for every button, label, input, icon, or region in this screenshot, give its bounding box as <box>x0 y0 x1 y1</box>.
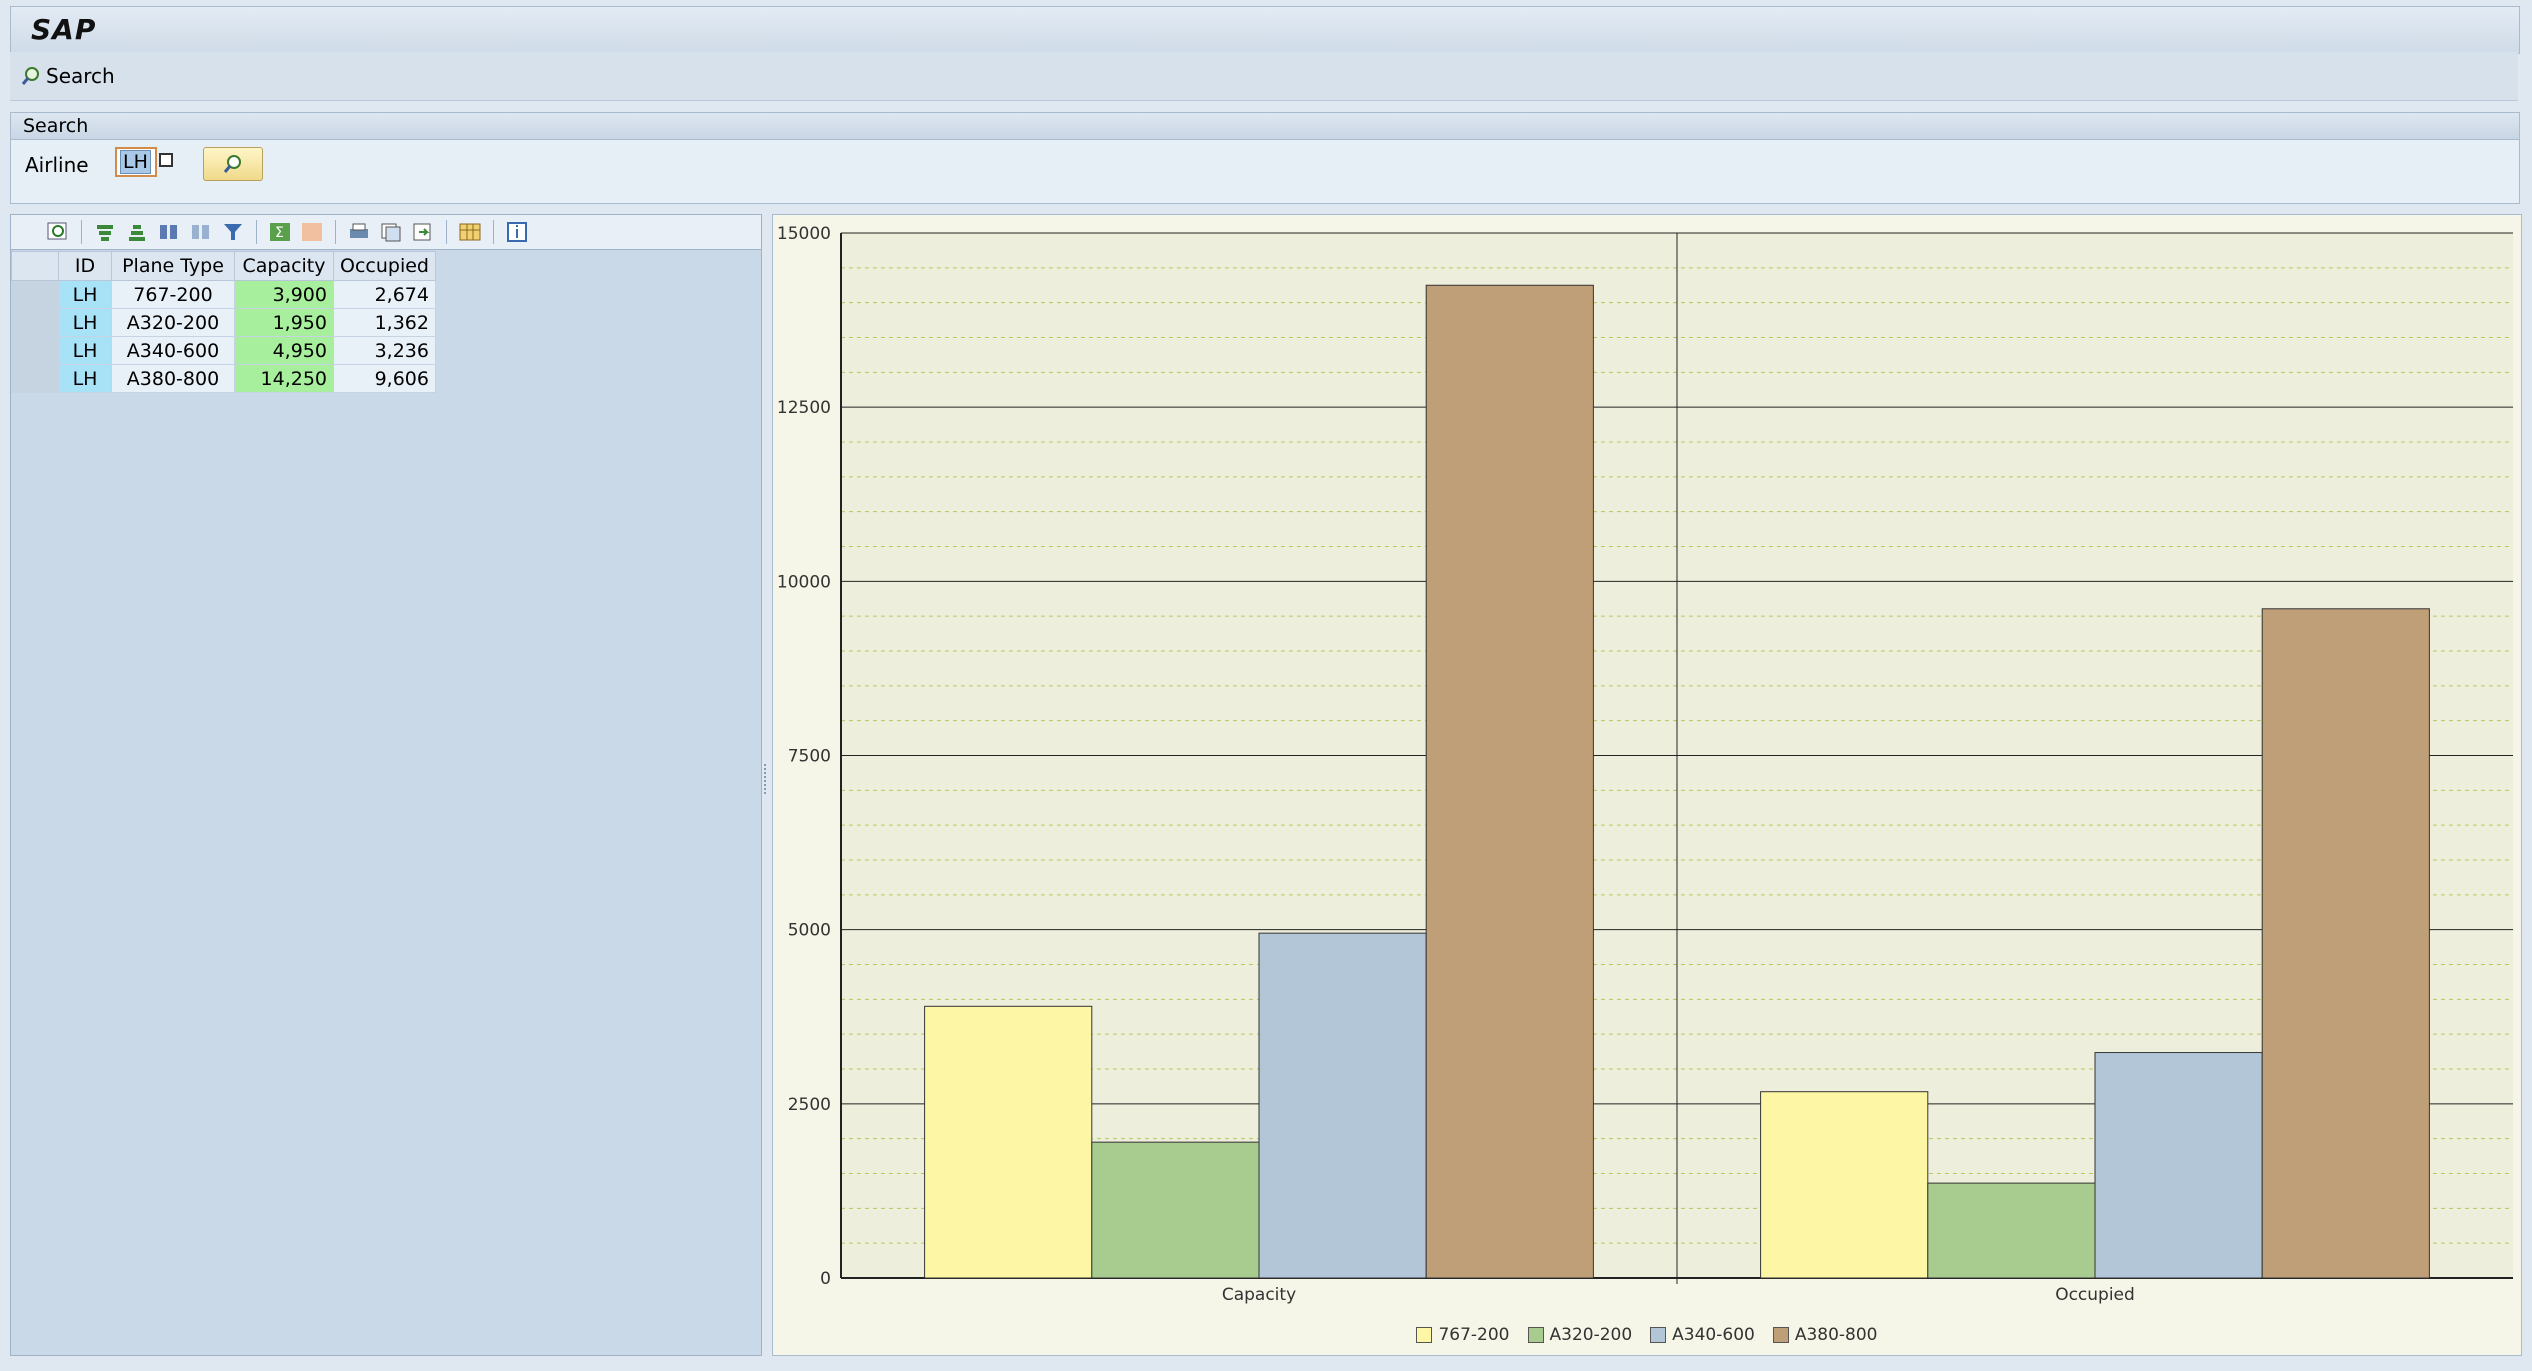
splitter-handle[interactable] <box>762 760 768 800</box>
occupied-cell: 3,236 <box>333 336 436 365</box>
alv-toolbar: Σ <box>11 215 761 250</box>
legend-swatch <box>1416 1327 1433 1343</box>
bar <box>2261 608 2430 1279</box>
airline-label: Airline <box>25 153 89 177</box>
row-selector[interactable] <box>11 364 59 393</box>
occupied-cell: 2,674 <box>333 280 436 309</box>
legend-label: A340-600 <box>1672 1325 1755 1345</box>
x-tick-label: Occupied <box>2055 1285 2135 1305</box>
id-cell: LH <box>58 280 112 309</box>
occupied-cell: 9,606 <box>333 364 436 393</box>
column-header-capacity[interactable]: Capacity <box>234 251 334 281</box>
bar <box>924 1005 1093 1279</box>
toolbar-separator <box>256 220 257 244</box>
table-header-row: ID Plane Type Capacity Occupied <box>11 251 436 281</box>
execute-search-button[interactable] <box>203 147 263 181</box>
info-icon[interactable] <box>502 218 532 246</box>
legend-label: 767-200 <box>1438 1325 1510 1345</box>
svg-text:Σ: Σ <box>275 225 284 241</box>
value-help-icon[interactable] <box>159 153 173 167</box>
select-all-icon[interactable] <box>11 251 59 281</box>
search-icon <box>21 67 39 85</box>
y-tick-label: 10000 <box>777 572 831 592</box>
plane-type-cell: A340-600 <box>111 336 235 365</box>
y-tick-label: 7500 <box>788 747 831 767</box>
legend-swatch <box>1527 1327 1544 1343</box>
subtotals-icon[interactable] <box>297 218 327 246</box>
toolbar-separator <box>493 220 494 244</box>
table-row[interactable]: LH A380-800 14,250 9,606 <box>11 364 436 393</box>
bar <box>2094 1052 2263 1279</box>
filter-icon[interactable] <box>218 218 248 246</box>
search-icon <box>223 155 241 173</box>
alv-table: ID Plane Type Capacity Occupied LH 767-2… <box>11 251 436 393</box>
bar <box>1258 932 1427 1279</box>
y-tick-label: 2500 <box>788 1095 831 1115</box>
y-tick-label: 5000 <box>788 921 831 941</box>
bar <box>1425 284 1594 1279</box>
find-icon[interactable] <box>154 218 184 246</box>
print-icon[interactable] <box>344 218 374 246</box>
toolbar-separator <box>446 220 447 244</box>
airline-input[interactable]: LH <box>115 147 157 177</box>
legend-item: A320-200 <box>1527 1325 1633 1345</box>
search-panel-title: Search <box>11 113 2519 140</box>
application-toolbar: Search <box>10 52 2518 101</box>
find-next-icon[interactable] <box>186 218 216 246</box>
id-cell: LH <box>58 336 112 365</box>
sap-logo: SAP <box>31 13 97 46</box>
search-button-label: Search <box>46 64 115 88</box>
legend-swatch <box>1772 1327 1789 1343</box>
column-header-id[interactable]: ID <box>58 251 112 281</box>
capacity-cell: 14,250 <box>234 364 334 393</box>
capacity-cell: 1,950 <box>234 308 334 337</box>
layout-icon[interactable] <box>455 218 485 246</box>
details-icon[interactable] <box>43 218 73 246</box>
bar <box>1927 1182 2096 1279</box>
y-tick-label: 15000 <box>777 224 831 244</box>
row-selector[interactable] <box>11 308 59 337</box>
bar-chart: 0 2500 5000 7500 10000 12500 15000 Capacity Occu… <box>777 224 2513 1305</box>
search-button[interactable]: Search <box>20 62 115 90</box>
table-row[interactable]: LH A340-600 4,950 3,236 <box>11 336 436 365</box>
column-header-plane-type[interactable]: Plane Type <box>111 251 235 281</box>
legend-item: 767-200 <box>1416 1325 1510 1345</box>
plane-type-cell: 767-200 <box>111 280 235 309</box>
views-icon[interactable] <box>376 218 406 246</box>
occupied-cell: 1,362 <box>333 308 436 337</box>
bar <box>1760 1091 1929 1279</box>
title-bar: SAP <box>10 6 2520 54</box>
capacity-cell: 3,900 <box>234 280 334 309</box>
id-cell: LH <box>58 308 112 337</box>
chart-pane: 0 2500 5000 7500 10000 12500 15000 Capacity Occu… <box>772 214 2522 1356</box>
x-tick-label: Capacity <box>1222 1285 1296 1305</box>
toolbar-separator <box>335 220 336 244</box>
search-panel: Search Airline LH <box>10 112 2520 204</box>
legend-swatch <box>1650 1327 1667 1343</box>
chart-legend: 767-200 A320-200 A340-600 A380-800 <box>773 1325 2521 1345</box>
plane-type-cell: A320-200 <box>111 308 235 337</box>
row-selector[interactable] <box>11 280 59 309</box>
bar <box>1091 1141 1260 1279</box>
plane-type-cell: A380-800 <box>111 364 235 393</box>
sum-icon[interactable]: Σ <box>265 218 295 246</box>
legend-label: A320-200 <box>1549 1325 1633 1345</box>
y-tick-label: 0 <box>820 1269 831 1289</box>
legend-item: A380-800 <box>1772 1325 1878 1345</box>
legend-label: A380-800 <box>1794 1325 1878 1345</box>
row-selector[interactable] <box>11 336 59 365</box>
toolbar-separator <box>81 220 82 244</box>
table-row[interactable]: LH A320-200 1,950 1,362 <box>11 308 436 337</box>
column-header-occupied[interactable]: Occupied <box>333 251 436 281</box>
sort-ascending-icon[interactable] <box>90 218 120 246</box>
table-row[interactable]: LH 767-200 3,900 2,674 <box>11 280 436 309</box>
alv-grid-pane: Σ ID Plane Type Capacity Occupied LH 767… <box>10 214 762 1356</box>
legend-item: A340-600 <box>1650 1325 1755 1345</box>
capacity-cell: 4,950 <box>234 336 334 365</box>
airline-value: LH <box>120 150 151 174</box>
id-cell: LH <box>58 364 112 393</box>
y-tick-label: 12500 <box>777 398 831 418</box>
export-icon[interactable] <box>408 218 438 246</box>
sort-descending-icon[interactable] <box>122 218 152 246</box>
